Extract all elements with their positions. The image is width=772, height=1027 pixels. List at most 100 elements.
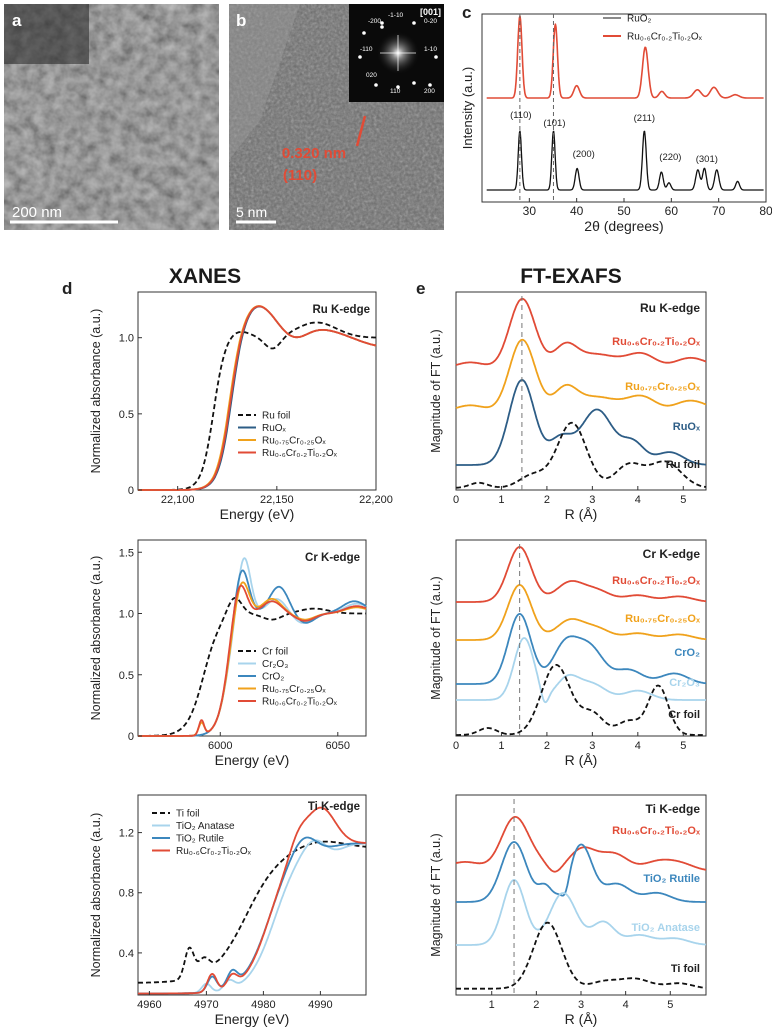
exafs-ti-alloy bbox=[455, 816, 707, 873]
x-axis-label: Energy (eV) bbox=[215, 752, 290, 768]
y-axis-label: Magnitude of FT (a.u.) bbox=[429, 833, 443, 956]
x-tick-label: 6000 bbox=[208, 740, 232, 752]
xanes-cr-foil bbox=[137, 597, 367, 737]
xanes-heading: XANES bbox=[169, 265, 241, 288]
curve-label: CrO₂ bbox=[674, 647, 700, 659]
legend-entry: CrO₂ bbox=[262, 672, 284, 683]
y-axis-label: Normalized absorbance (a.u.) bbox=[89, 309, 103, 474]
x-tick-label: 3 bbox=[578, 999, 584, 1011]
exafs-ru-cr bbox=[455, 338, 707, 409]
exafs-ru-foil bbox=[455, 421, 707, 489]
curve-label: TiO₂ Anatase bbox=[632, 922, 700, 934]
panel-a-label: a bbox=[12, 11, 22, 30]
plot-frame bbox=[455, 291, 707, 491]
fft-spot bbox=[362, 31, 366, 35]
x-tick-label: 4980 bbox=[251, 999, 275, 1011]
x-tick-label: 22,100 bbox=[161, 494, 195, 506]
x-axis-label: Energy (eV) bbox=[215, 1011, 290, 1027]
plot-frame bbox=[137, 794, 367, 996]
lattice-marker bbox=[355, 115, 367, 147]
x-tick-label: 40 bbox=[570, 204, 584, 218]
legend-entry: Ru₀.₇₅Cr₀.₂₅Oₓ bbox=[262, 684, 326, 695]
panel-b-label: b bbox=[236, 11, 246, 30]
curve-label: Ru foil bbox=[666, 459, 700, 471]
fft-spot-label: -110 bbox=[360, 46, 373, 53]
exafs-cr-ru-cr bbox=[455, 584, 707, 641]
xanes-ti-alloy bbox=[137, 806, 367, 995]
exafs-heading: FT-EXAFS bbox=[520, 265, 622, 288]
panel-e-label: e bbox=[416, 279, 425, 298]
curve-label: Cr₂O₃ bbox=[669, 677, 700, 689]
plot-bg bbox=[456, 292, 706, 490]
curve-label: Ru₀.₆Cr₀.₂Ti₀.₂Oₓ bbox=[612, 575, 701, 587]
xanes-cr-ru-cr-ti bbox=[137, 584, 367, 737]
legend-alloy: Ru₀.₆Cr₀.₂Ti₀.₂Oₓ bbox=[627, 32, 703, 43]
x-tick-label: 4990 bbox=[308, 999, 332, 1011]
peak-label: (301) bbox=[696, 154, 718, 165]
tem-light-region bbox=[229, 4, 300, 160]
curve-label: RuOₓ bbox=[673, 421, 701, 433]
edge-label: Cr K-edge bbox=[305, 552, 360, 564]
x-tick-label: 1 bbox=[498, 740, 504, 752]
exafs-cr-alloy bbox=[455, 546, 707, 603]
legend-entry: Cr foil bbox=[262, 647, 288, 658]
fft-spot bbox=[358, 55, 362, 59]
fft-spot bbox=[380, 25, 384, 29]
peak-label: (101) bbox=[543, 118, 565, 129]
x-axis-label: R (Å) bbox=[565, 752, 598, 768]
edge-label: Ti K-edge bbox=[646, 802, 701, 816]
fft-spot-label: -1-10 bbox=[388, 12, 404, 19]
edge-label: Cr K-edge bbox=[643, 547, 701, 561]
fft-spot-label: 1-10 bbox=[424, 46, 437, 53]
exafs-ti-anatase bbox=[455, 879, 707, 946]
peak-label: (200) bbox=[573, 149, 595, 160]
x-tick-label: 50 bbox=[617, 204, 631, 218]
exafs-cr2o3 bbox=[455, 637, 707, 704]
x-tick-label: 4970 bbox=[194, 999, 218, 1011]
xrd-series-ruo2 bbox=[486, 130, 764, 191]
legend-entry: Ru₀.₆Cr₀.₂Ti₀.₂Oₓ bbox=[262, 448, 338, 459]
x-tick-label: 70 bbox=[712, 204, 726, 218]
legend-entry: TiO₂ Rutile bbox=[176, 834, 224, 845]
x-tick-label: 5 bbox=[667, 999, 673, 1011]
curve-label: Ti foil bbox=[671, 963, 700, 975]
y-tick-label: 0.5 bbox=[119, 670, 134, 682]
chart-exafs-cr: Cr K-edge Ru₀.₆Cr₀.₂Ti₀.₂Oₓ Ru₀.₇₅Cr₀.₂₅Oₓ… bbox=[429, 539, 707, 768]
xrd-series-alloy bbox=[486, 15, 764, 99]
fft-spot bbox=[412, 81, 416, 85]
legend-entry: Ru₀.₇₅Cr₀.₂₅Oₓ bbox=[262, 436, 326, 447]
x-tick-label: 0 bbox=[453, 740, 459, 752]
x-tick-label: 4960 bbox=[137, 999, 161, 1011]
y-tick-label: 0 bbox=[128, 485, 134, 497]
fft-spot bbox=[396, 85, 400, 89]
x-tick-label: 0 bbox=[453, 494, 459, 506]
fft-spot-label: 110 bbox=[390, 88, 401, 95]
sem-scale-text: 200 nm bbox=[12, 204, 62, 221]
plot-bg bbox=[482, 14, 766, 202]
panel-d-label: d bbox=[62, 279, 72, 298]
fft-spot bbox=[380, 21, 384, 25]
fft-spot-label: 0-20 bbox=[424, 18, 437, 25]
y-tick-label: 0.4 bbox=[119, 948, 134, 960]
x-tick-label: 6050 bbox=[326, 740, 350, 752]
legend-entry: Cr₂O₃ bbox=[262, 659, 288, 670]
xanes-ru-foil bbox=[137, 321, 377, 491]
x-tick-label: 2 bbox=[544, 740, 550, 752]
plane-label: (110) bbox=[283, 167, 317, 184]
fft-spot bbox=[428, 83, 432, 87]
plot-frame bbox=[455, 539, 707, 737]
y-tick-label: 1.5 bbox=[119, 547, 134, 559]
exafs-ruox bbox=[455, 379, 707, 466]
curve-label: TiO₂ Rutile bbox=[643, 873, 700, 885]
fft-spot-label: 200 bbox=[424, 88, 435, 95]
plot-bg bbox=[138, 292, 376, 490]
curve-label: Ru₀.₆Cr₀.₂Ti₀.₂Oₓ bbox=[612, 825, 701, 837]
peak-label: (211) bbox=[634, 113, 655, 124]
curve-label: Ru₀.₇₅Cr₀.₂₅Oₓ bbox=[625, 613, 701, 625]
fft-inset: [001] -200 -1-10 0-20 -110 1-10 020 110 200 bbox=[349, 4, 444, 102]
fft-spot-label: -200 bbox=[368, 18, 381, 25]
legend-ruo2: RuO₂ bbox=[627, 14, 652, 25]
x-tick-label: 4 bbox=[635, 494, 641, 506]
